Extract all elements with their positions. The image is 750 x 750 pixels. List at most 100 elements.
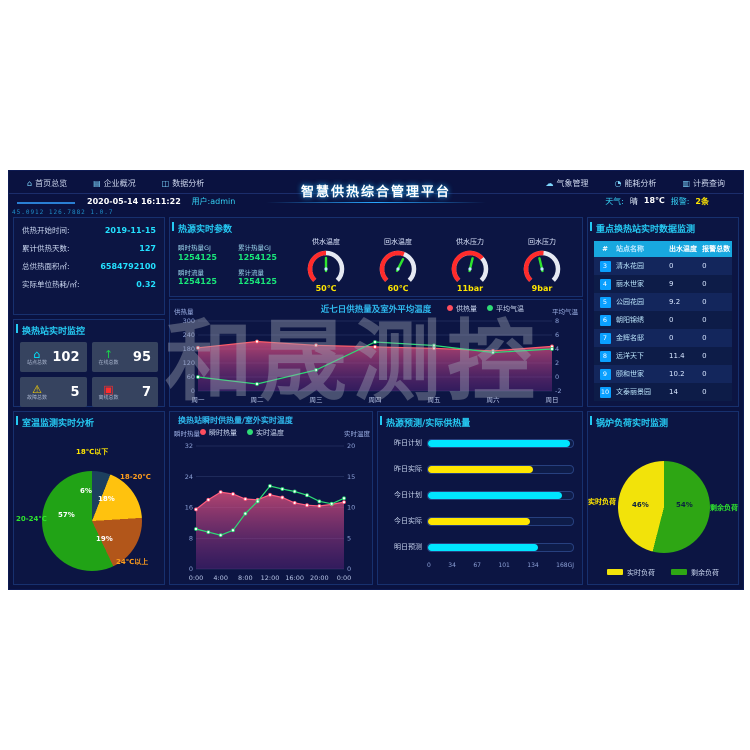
panel-title: 换热站实时监控 <box>14 320 164 339</box>
bar-track <box>427 516 574 526</box>
room-temp-pie-chart[interactable] <box>42 471 142 571</box>
legend-item: 平均气温 <box>487 304 524 314</box>
stat-value: 95 <box>132 349 151 365</box>
gauge-dial <box>307 250 345 282</box>
chart-title: 近七日供热量及室外平均温度 <box>320 305 432 315</box>
overview-row: 实际单位热耗/㎡: 0.32 <box>14 272 164 290</box>
boiler-legend: 实时负荷 剩余负荷 <box>588 568 738 578</box>
pie-percent: 54% <box>676 501 693 509</box>
svg-text:周三: 周三 <box>310 396 324 404</box>
hs-stat-value: 1254125 <box>238 277 277 287</box>
row-index-badge: 10 <box>599 386 611 398</box>
svg-text:24: 24 <box>185 473 193 481</box>
alarm-count: 0 <box>702 262 707 270</box>
chart-title: 换热站瞬时供热量/室外实时温度 <box>178 416 293 425</box>
row-index-badge: 4 <box>599 278 611 290</box>
gauge[interactable]: 供水压力 11bar <box>446 239 494 293</box>
panel-station-daily-chart: 换热站瞬时供热量/室外实时温度 瞬时热量 实时温度 瞬时热量 实时温度 32 20… <box>169 411 373 585</box>
alarm-count[interactable]: 2条 <box>695 197 709 206</box>
legend-item: 实时负荷 <box>607 568 655 578</box>
gauge[interactable]: 回水压力 9bar <box>518 239 566 293</box>
panel-title: 热源实时参数 <box>170 218 582 237</box>
svg-text:2: 2 <box>555 359 559 367</box>
svg-text:-2: -2 <box>555 387 561 395</box>
outlet-temperature: 11.4 <box>669 352 685 360</box>
stat-offline-stations[interactable]: ▣ 离线总数 7 <box>91 377 158 407</box>
pie-label: 实时负荷 <box>588 498 616 506</box>
row-index-badge: 8 <box>599 350 611 362</box>
bar-row[interactable]: 明日预测 <box>384 534 574 560</box>
pie-label: 18-20℃ <box>120 473 151 481</box>
stat-online-stations[interactable]: ↑ 在线总数 95 <box>91 342 158 372</box>
table-row[interactable]: 10 文泰丽景园 14 0 <box>594 383 732 401</box>
weather-value: 晴 <box>629 197 638 206</box>
table-row[interactable]: 4 丽水世家 9 0 <box>594 275 732 293</box>
header-decor-line <box>17 202 75 204</box>
bar-label: 昨日实际 <box>394 465 422 473</box>
stat-value: 5 <box>70 384 80 400</box>
panel-heating-overview: 供热开始时间: 2019-11-15 累计供热天数: 127 总供热面积㎡: 6… <box>13 217 165 315</box>
stat-label: 在线总数 <box>98 359 119 366</box>
table-row[interactable]: 3 清水花园 0 0 <box>594 257 732 275</box>
hs-stat-value: 1254125 <box>238 252 277 262</box>
gauge[interactable]: 回水温度 60℃ <box>374 239 422 293</box>
legend-dot-icon <box>447 305 453 311</box>
svg-text:10: 10 <box>347 504 355 512</box>
bar-track <box>427 542 574 552</box>
table-row[interactable]: 7 金辉名邸 0 0 <box>594 329 732 347</box>
boiler-load-pie-chart[interactable] <box>618 461 710 553</box>
daily-chart[interactable]: 32 20 24 15 16 10 8 5 0 0 0:00 4:00 8:00 12:00 16:00 20… <box>172 440 370 582</box>
svg-text:20:00: 20:00 <box>310 574 329 582</box>
station-name: 颐和世家 <box>616 370 644 378</box>
bar-row[interactable]: 昨日实际 <box>384 456 574 482</box>
alarm-count: 0 <box>702 370 707 378</box>
hs-stat-label: 累计热量GJ <box>238 244 271 253</box>
outlet-temperature: 9.2 <box>669 298 681 306</box>
table-row[interactable]: 8 远洋天下 11.4 0 <box>594 347 732 365</box>
legend-item: 实时温度 <box>247 428 284 438</box>
table-row[interactable]: 9 颐和世家 10.2 0 <box>594 365 732 383</box>
svg-text:8: 8 <box>189 534 193 542</box>
table-row[interactable]: 6 朝阳锦绣 0 0 <box>594 311 732 329</box>
pie-percent: 46% <box>632 501 649 509</box>
chart-legend: 瞬时热量 实时温度 <box>200 428 284 438</box>
panel-weekly-heat-chart: 近七日供热量及室外平均温度 供热量 平均气温 供热量 平均气温 300 8 240 6… <box>169 299 583 407</box>
gauge-label: 回水温度 <box>384 238 412 246</box>
gauge-value: 60℃ <box>387 284 409 293</box>
stat-total-stations[interactable]: ⌂ 站点总数 102 <box>20 342 87 372</box>
bar-row[interactable]: 昨日计划 <box>384 430 574 456</box>
gauges-row: 供水温度 50℃ 回水温度 60℃ 供水压力 11bar 回水压力 9bar <box>290 239 578 293</box>
alarm-label: 报警: <box>670 197 690 206</box>
svg-text:0: 0 <box>347 565 351 573</box>
legend-dot-icon <box>200 429 206 435</box>
gauge[interactable]: 供水温度 50℃ <box>302 239 350 293</box>
stat-label: 故障总数 <box>27 394 48 401</box>
monitor-icon: ▣ <box>103 382 114 396</box>
panel-station-table: 重点换热站实时数据监测 # 站点名称 出水温度 报警总数 3 清水花园 0 0 4 丽水世… <box>587 217 739 407</box>
monitor-grid: ⌂ 站点总数 102 ↑ 在线总数 95 ⚠ 故障总数 <box>14 339 164 410</box>
pie-percent: 18% <box>98 495 115 503</box>
legend-swatch-icon <box>671 569 687 575</box>
stat-fault-stations[interactable]: ⚠ 故障总数 5 <box>20 377 87 407</box>
table-header: # 站点名称 出水温度 报警总数 <box>594 241 732 257</box>
svg-text:300: 300 <box>183 317 195 325</box>
table-row[interactable]: 5 公园花园 9.2 0 <box>594 293 732 311</box>
station-name: 远洋天下 <box>616 352 644 360</box>
heat-source-stats: 瞬时热量GJ 1254125 累计热量GJ 1254125 瞬时流量 12541… <box>174 244 290 288</box>
bars-chart[interactable]: 昨日计划 昨日实际 今日计划 今日实际 明日预测 0 34 67 101 134 168GJ <box>384 430 574 569</box>
bar-row[interactable]: 今日计划 <box>384 482 574 508</box>
overview-value: 6584792100 <box>100 262 156 271</box>
bar-row[interactable]: 今日实际 <box>384 508 574 534</box>
hs-stat: 累计热量GJ 1254125 <box>238 244 290 263</box>
overview-row: 累计供热天数: 127 <box>14 236 164 254</box>
svg-text:周六: 周六 <box>487 395 501 404</box>
bar-label: 今日实际 <box>394 517 422 525</box>
gauge-dial <box>451 250 489 282</box>
stat-value: 102 <box>52 349 80 365</box>
panel-heat-source-params: 热源实时参数 瞬时热量GJ 1254125 累计热量GJ 1254125 瞬时流… <box>169 217 583 297</box>
weekly-chart[interactable]: 300 8 240 6 180 4 120 2 60 0 0 -2 周一 周二 周三 周四 周五 周六 周日 <box>174 315 578 404</box>
bar-track <box>427 490 574 500</box>
panel-title: 重点换热站实时数据监测 <box>588 218 738 237</box>
alarm-count: 0 <box>702 316 707 324</box>
